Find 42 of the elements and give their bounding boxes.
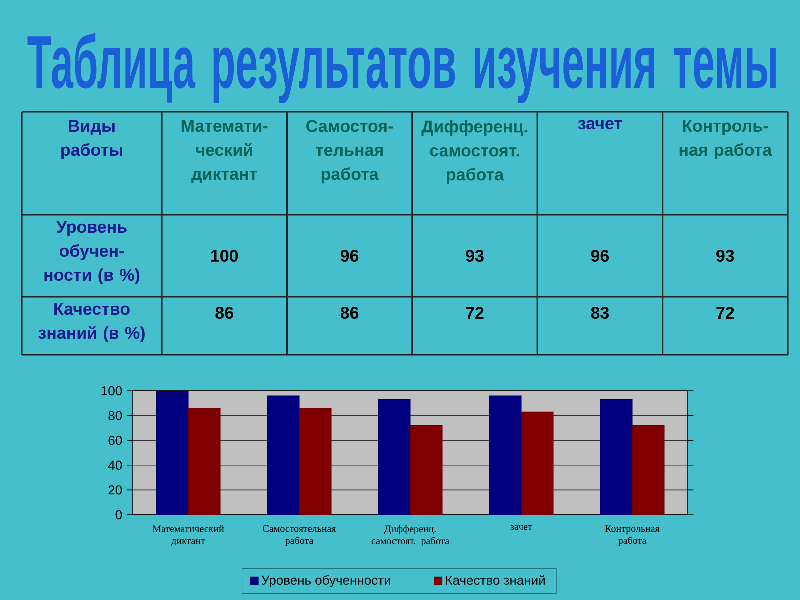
legend-label: Качество знаний — [446, 575, 545, 586]
x-tick-label: Контрольная работа — [605, 525, 660, 546]
text: 93 — [716, 250, 734, 262]
y-tick-label: 20 — [108, 486, 122, 495]
text: 96 — [591, 250, 610, 262]
y-tick-label: 60 — [108, 436, 122, 446]
bar — [489, 396, 522, 516]
bar — [632, 425, 665, 516]
x-tick-label: Математический диктант — [152, 525, 224, 546]
y-tick-label: 80 — [108, 411, 122, 420]
text: 86 — [340, 306, 359, 320]
bar — [378, 399, 411, 516]
bar — [156, 391, 189, 516]
y-tick-label: 0 — [116, 510, 122, 520]
bar — [410, 425, 443, 516]
text: Математи-ческий диктант — [182, 120, 268, 184]
legend-label: Уровень обученности — [262, 575, 390, 588]
text: Контроль-ная работа — [680, 120, 772, 160]
x-tick-label: зачет — [510, 525, 532, 530]
y-tick-label: 40 — [108, 460, 122, 470]
text: Уровень обучен-ности (в %) — [44, 221, 140, 284]
text: 93 — [466, 250, 484, 262]
text: 72 — [716, 307, 734, 319]
text: Дифференц. самостоят. работа — [422, 120, 528, 184]
text: Качество знаний (в %) — [38, 303, 145, 342]
bar — [521, 412, 554, 516]
bar — [600, 399, 633, 516]
x-tick-label: Самостоятельная работа — [263, 525, 336, 546]
chart-title: Таблица результатов изучения темы — [28, 33, 776, 104]
text: Виды работы — [62, 120, 122, 160]
text: 96 — [340, 250, 359, 262]
bar — [188, 408, 221, 516]
text: зачет — [578, 120, 622, 130]
bar — [299, 408, 332, 516]
text: 100 — [211, 250, 238, 262]
text: 86 — [216, 306, 234, 320]
text: 83 — [591, 306, 610, 320]
x-tick-label: Дифференц. самостоят. работа — [372, 525, 450, 546]
text: 72 — [466, 307, 484, 319]
y-tick-label: 100 — [102, 386, 122, 396]
text: Самостоя-тельная работа — [306, 120, 393, 184]
bar — [267, 396, 300, 516]
